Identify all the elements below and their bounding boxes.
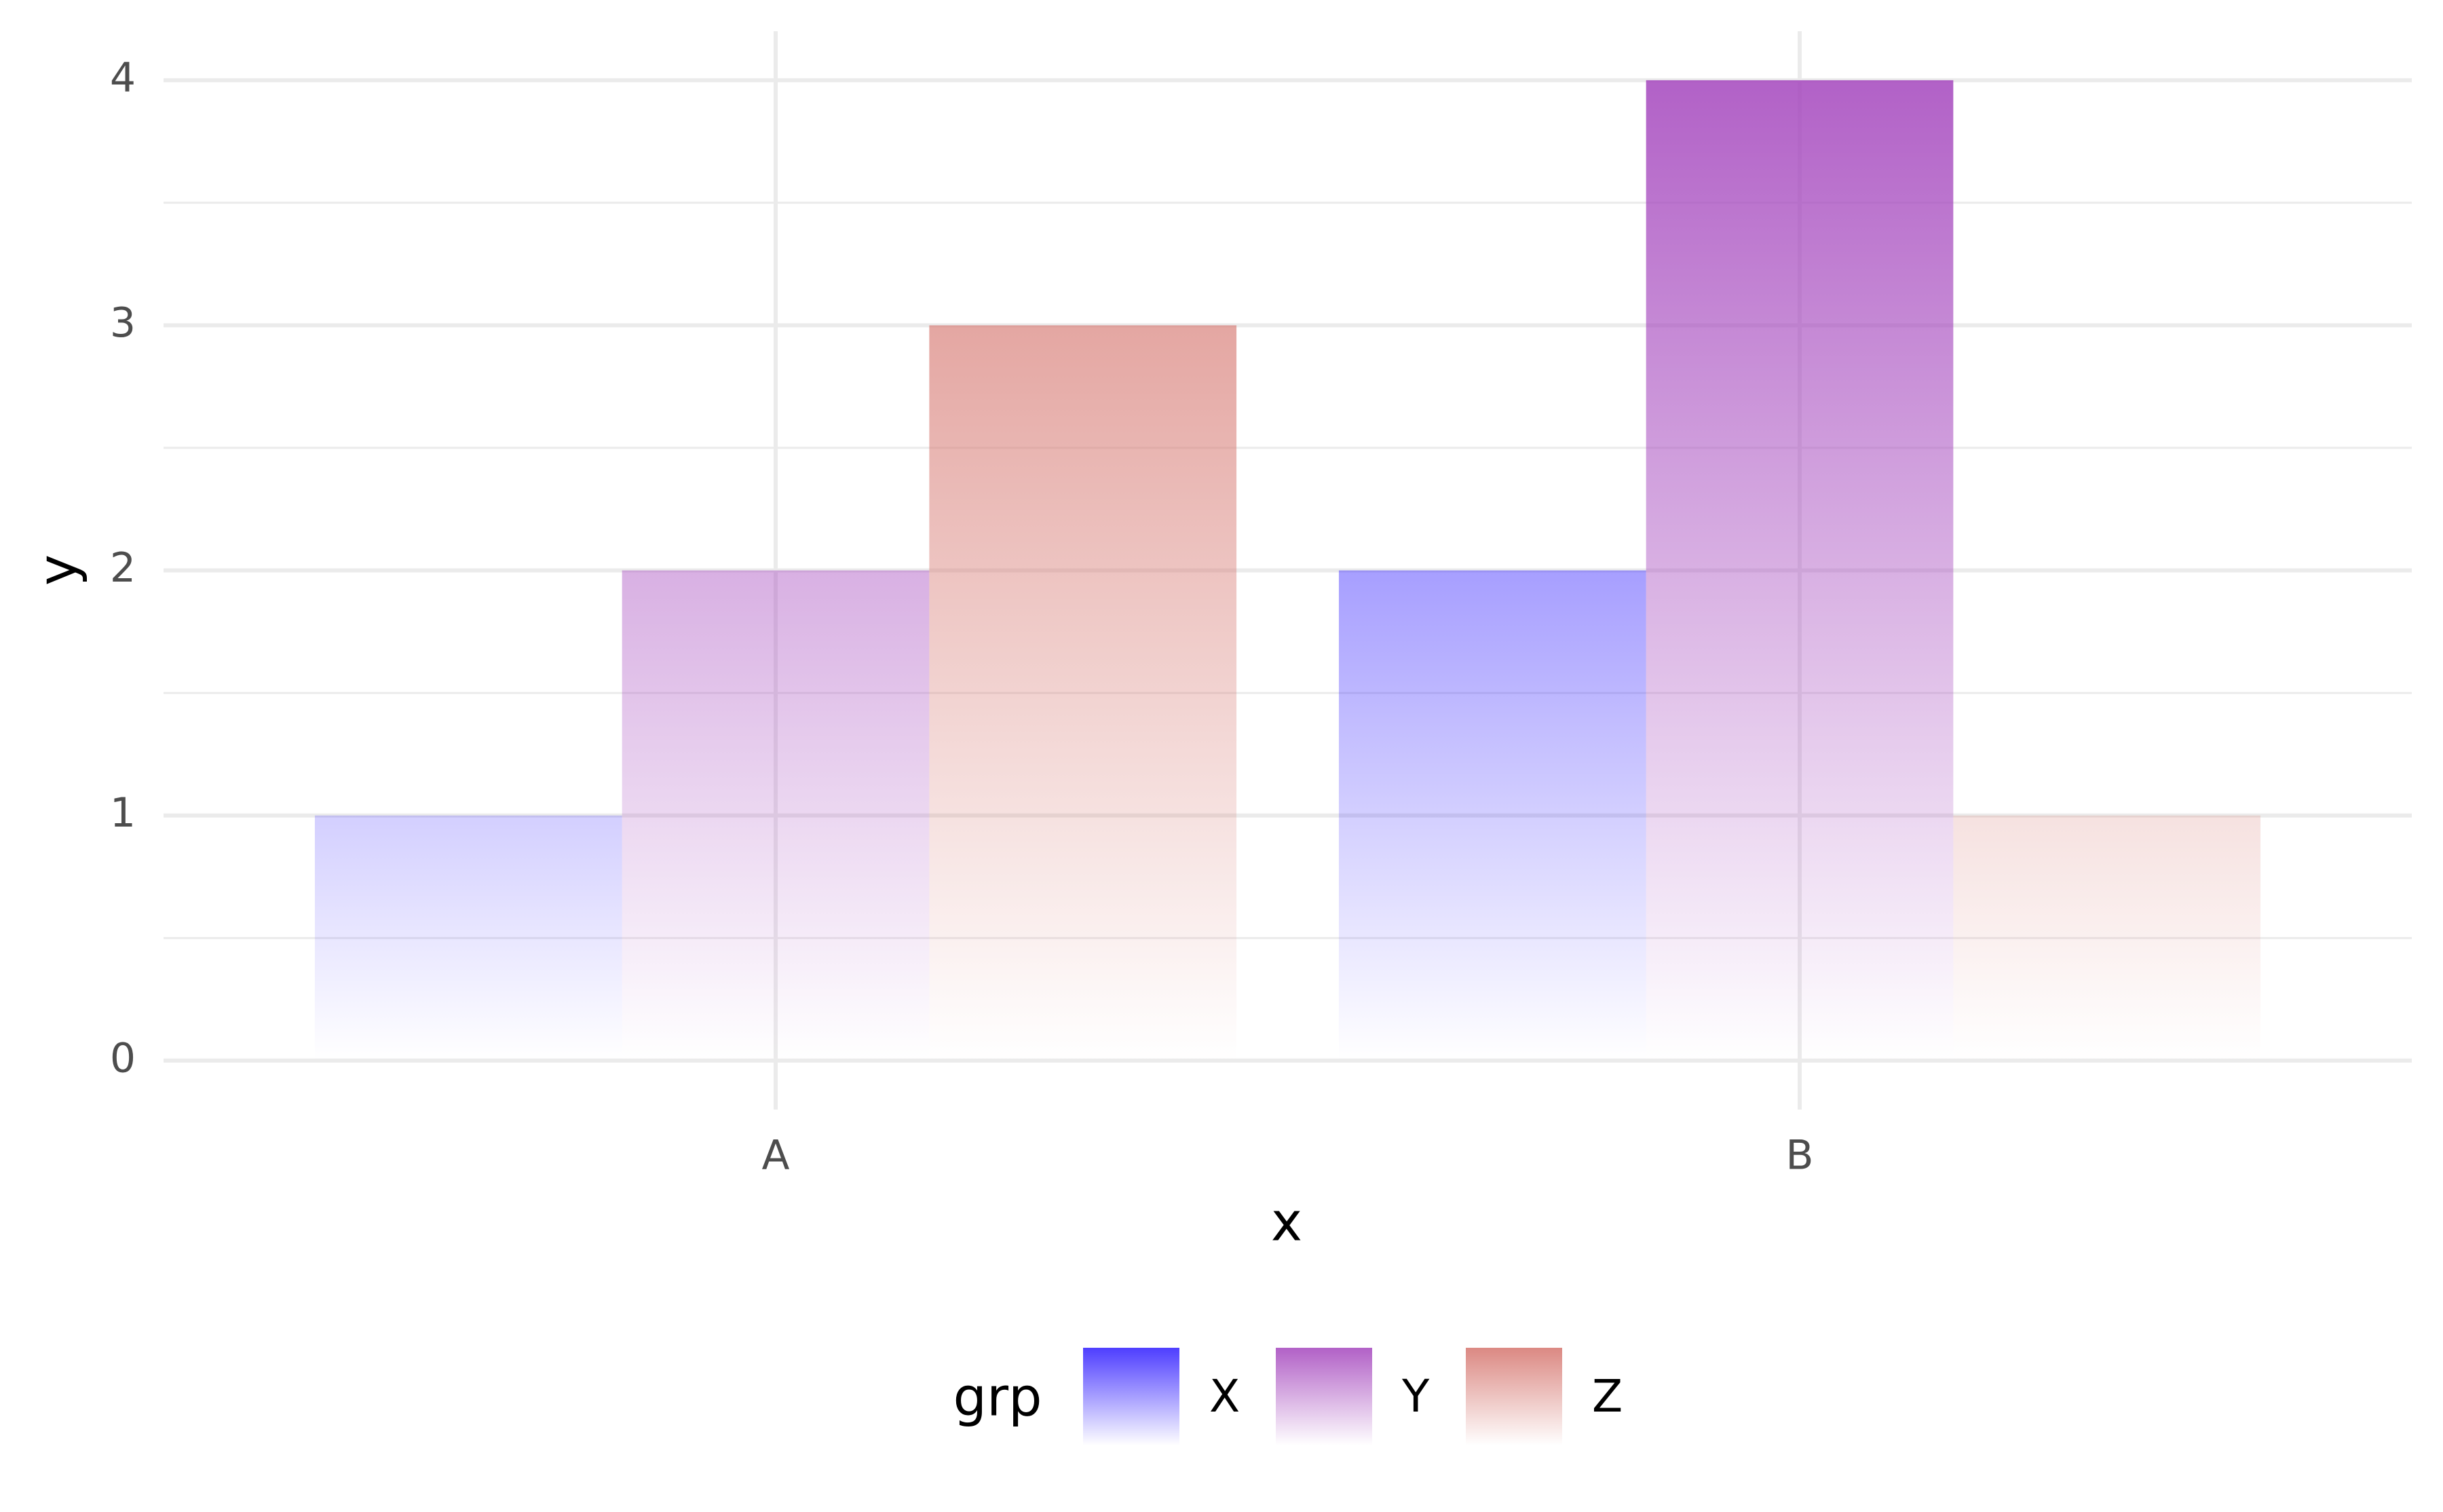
y-axis-title: y [27,554,88,586]
legend-title: grp [953,1367,1042,1428]
y-tick-label: 3 [110,299,136,347]
legend-key [1083,1348,1179,1445]
bar [314,815,622,1061]
legend-label: Z [1592,1370,1623,1422]
x-tick-label: A [761,1132,789,1179]
legend-key [1466,1348,1562,1445]
legend-label: X [1209,1370,1240,1422]
x-tick-label: B [1785,1132,1813,1179]
bar [929,325,1237,1061]
x-axis-title: x [1271,1192,1302,1253]
bar [1338,570,1646,1061]
y-tick-label: 1 [110,789,136,837]
bar [1646,80,1954,1061]
y-tick-label: 2 [110,544,136,592]
legend-key [1276,1348,1372,1445]
y-tick-label: 4 [110,54,136,102]
y-tick-label: 0 [110,1034,136,1082]
bar [622,570,930,1061]
legend-label: Y [1401,1370,1430,1422]
bar [1953,815,2261,1061]
